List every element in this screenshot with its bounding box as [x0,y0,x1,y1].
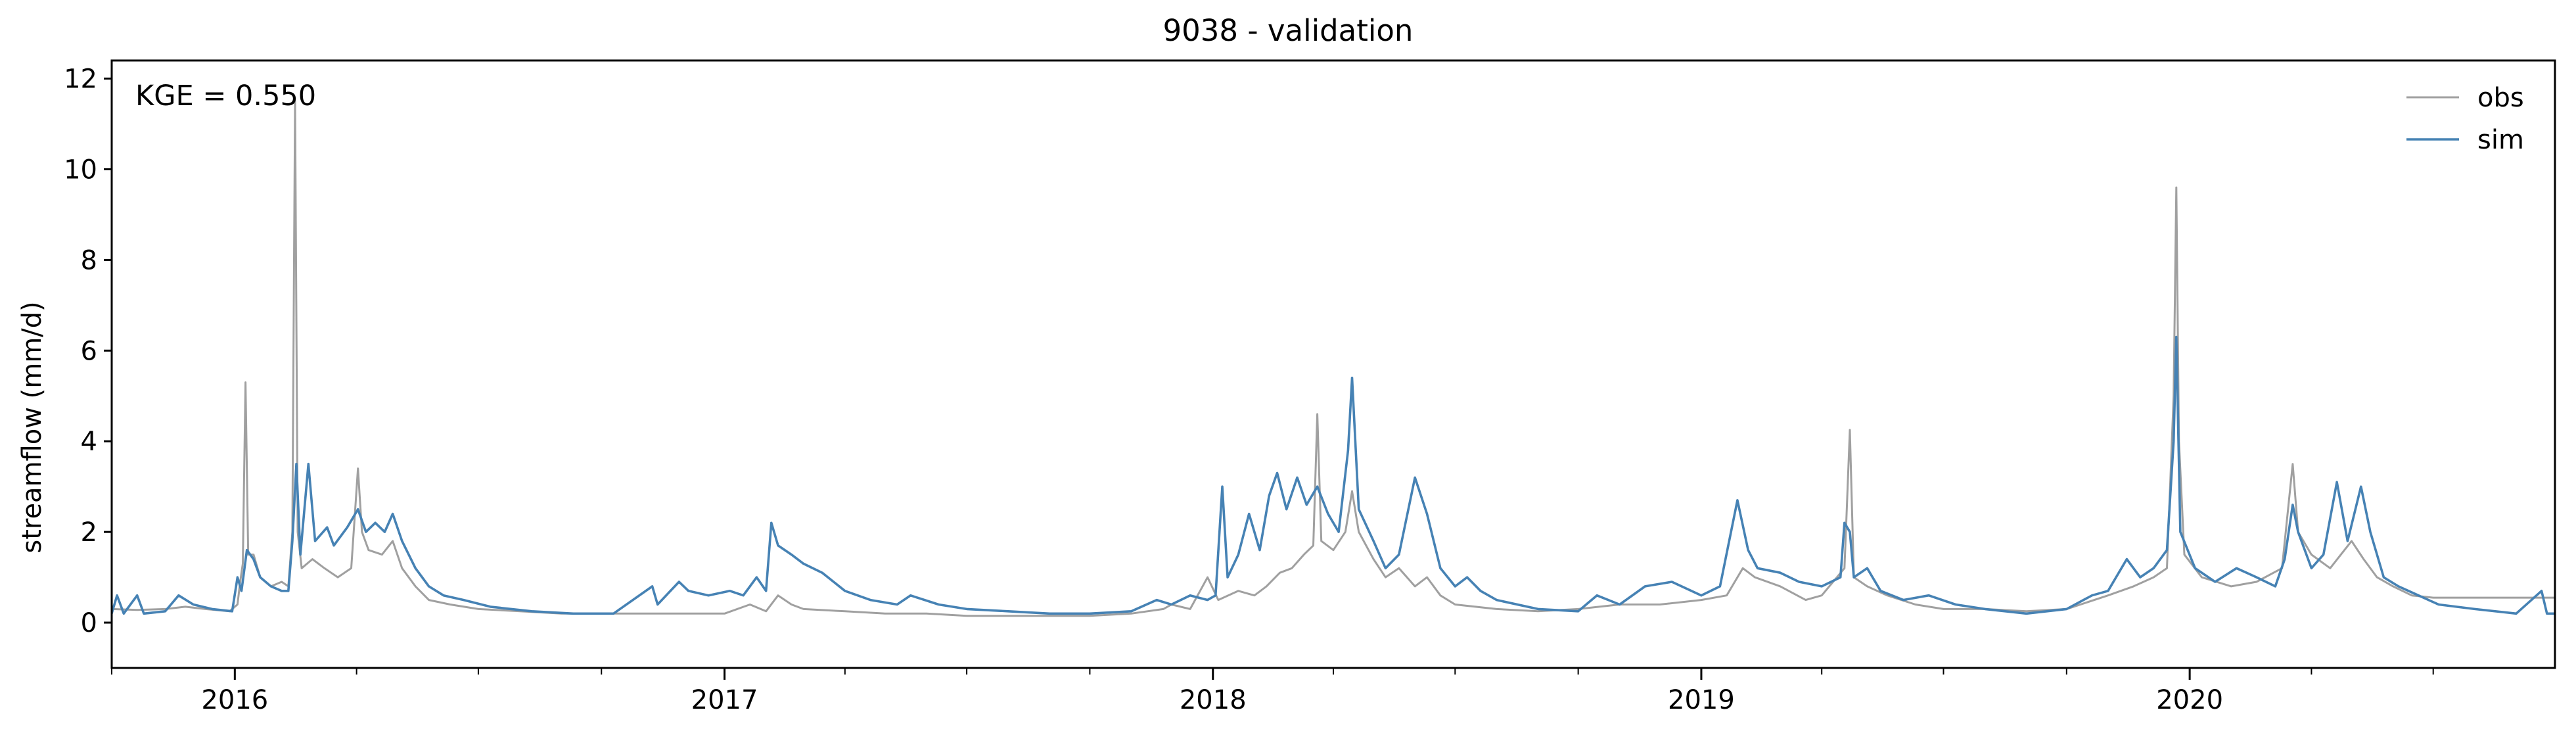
x-tick-label: 2017 [691,685,758,715]
y-tick-label: 2 [81,517,97,548]
x-tick-label: 2020 [2156,685,2223,715]
kge-annotation: KGE = 0.550 [135,80,316,112]
series-layer [112,100,2555,617]
y-tick-label: 4 [81,427,97,457]
y-tick-label: 12 [64,64,97,95]
x-tick-label: 2016 [201,685,268,715]
x-tick-label: 2018 [1180,685,1247,715]
y-tick-label: 6 [81,336,97,366]
chart-title: 9038 - validation [1163,13,1414,48]
x-tick-label: 2019 [1668,685,1735,715]
legend: obs sim [2406,83,2524,155]
x-axis: 2016 2017 2018 2019 2020 [111,668,2434,715]
y-tick-label: 0 [81,608,97,638]
series-line-sim [112,335,2555,615]
y-tick-label: 8 [81,245,97,275]
plot-area: 0 2 4 6 8 10 12 2016 2017 2018 2019 2020 [64,59,2556,715]
y-axis-label: streamflow (mm/d) [17,301,47,553]
legend-label-obs: obs [2477,83,2524,113]
legend-label-sim: sim [2477,125,2524,155]
y-tick-label: 10 [64,154,97,185]
y-axis: 0 2 4 6 8 10 12 [64,64,112,638]
